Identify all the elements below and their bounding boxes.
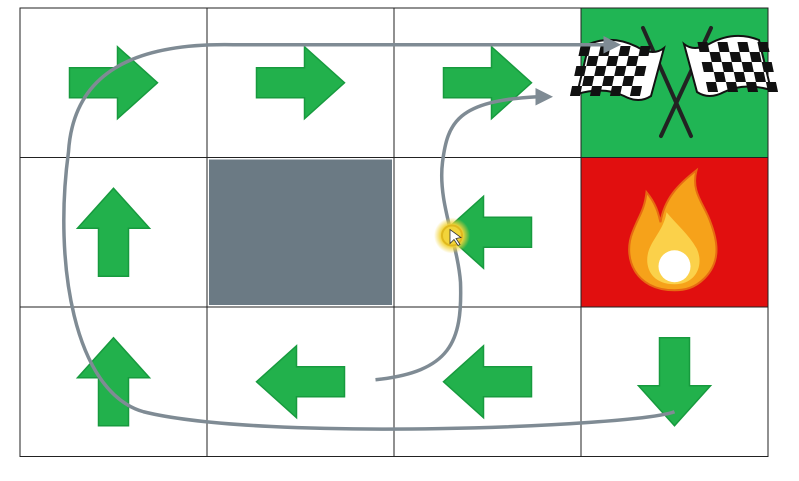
cursor-icon <box>449 228 462 247</box>
flag-square <box>574 66 587 76</box>
flag-square <box>765 82 779 92</box>
flag-pole <box>641 26 693 138</box>
flag-square <box>697 42 710 52</box>
flag-square <box>638 46 651 56</box>
flag-square <box>618 46 631 56</box>
flag-square <box>626 56 639 66</box>
flag-square <box>589 86 603 96</box>
flag-square <box>622 76 635 86</box>
flag-square <box>729 52 742 62</box>
arrow-up-icon <box>75 336 152 427</box>
flag-square <box>629 86 643 96</box>
flag-square <box>582 76 595 86</box>
flag-square <box>586 56 599 66</box>
wall-cell <box>209 159 392 305</box>
flag-square <box>614 66 627 76</box>
arrow-down-icon <box>636 337 713 427</box>
arrow-right-icon <box>255 45 346 121</box>
flag-square <box>753 72 766 82</box>
trajectory-paths <box>62 36 676 431</box>
fire-icon <box>628 167 718 292</box>
arrow-right-icon <box>68 45 159 121</box>
flag-square <box>598 46 611 56</box>
flag-square <box>725 82 739 92</box>
flag-square <box>717 42 730 52</box>
flag-square <box>745 82 759 92</box>
flag-square <box>741 62 754 72</box>
flag-square <box>634 66 647 76</box>
flag-square <box>721 62 734 72</box>
flag-square <box>701 62 714 72</box>
flag-square <box>733 72 746 82</box>
arrow-left-icon <box>255 344 346 420</box>
checkered-flags-icon <box>569 26 779 138</box>
flag-square <box>737 42 750 52</box>
checkered-flag <box>682 34 779 97</box>
flag-square <box>609 86 623 96</box>
flag-square <box>705 82 719 92</box>
flag-square <box>709 52 722 62</box>
flag-square <box>713 72 726 82</box>
arrow-up-icon <box>75 187 152 277</box>
flag-square <box>757 42 770 52</box>
flag-square <box>594 66 607 76</box>
arrow-left-icon <box>442 194 533 270</box>
flag-square <box>602 76 615 86</box>
agent-layer <box>434 217 470 254</box>
flag-square <box>569 86 583 96</box>
flag-square <box>761 62 774 72</box>
checkered-flag <box>569 38 666 101</box>
flag-square <box>749 52 762 62</box>
trajectory-long-loop <box>62 36 676 431</box>
arrow-left-icon <box>442 344 533 420</box>
trajectory-short-loop <box>375 88 553 382</box>
flame-core <box>658 250 691 283</box>
cell-icons <box>569 26 779 292</box>
flag-square <box>578 46 591 56</box>
flag-square <box>606 56 619 66</box>
